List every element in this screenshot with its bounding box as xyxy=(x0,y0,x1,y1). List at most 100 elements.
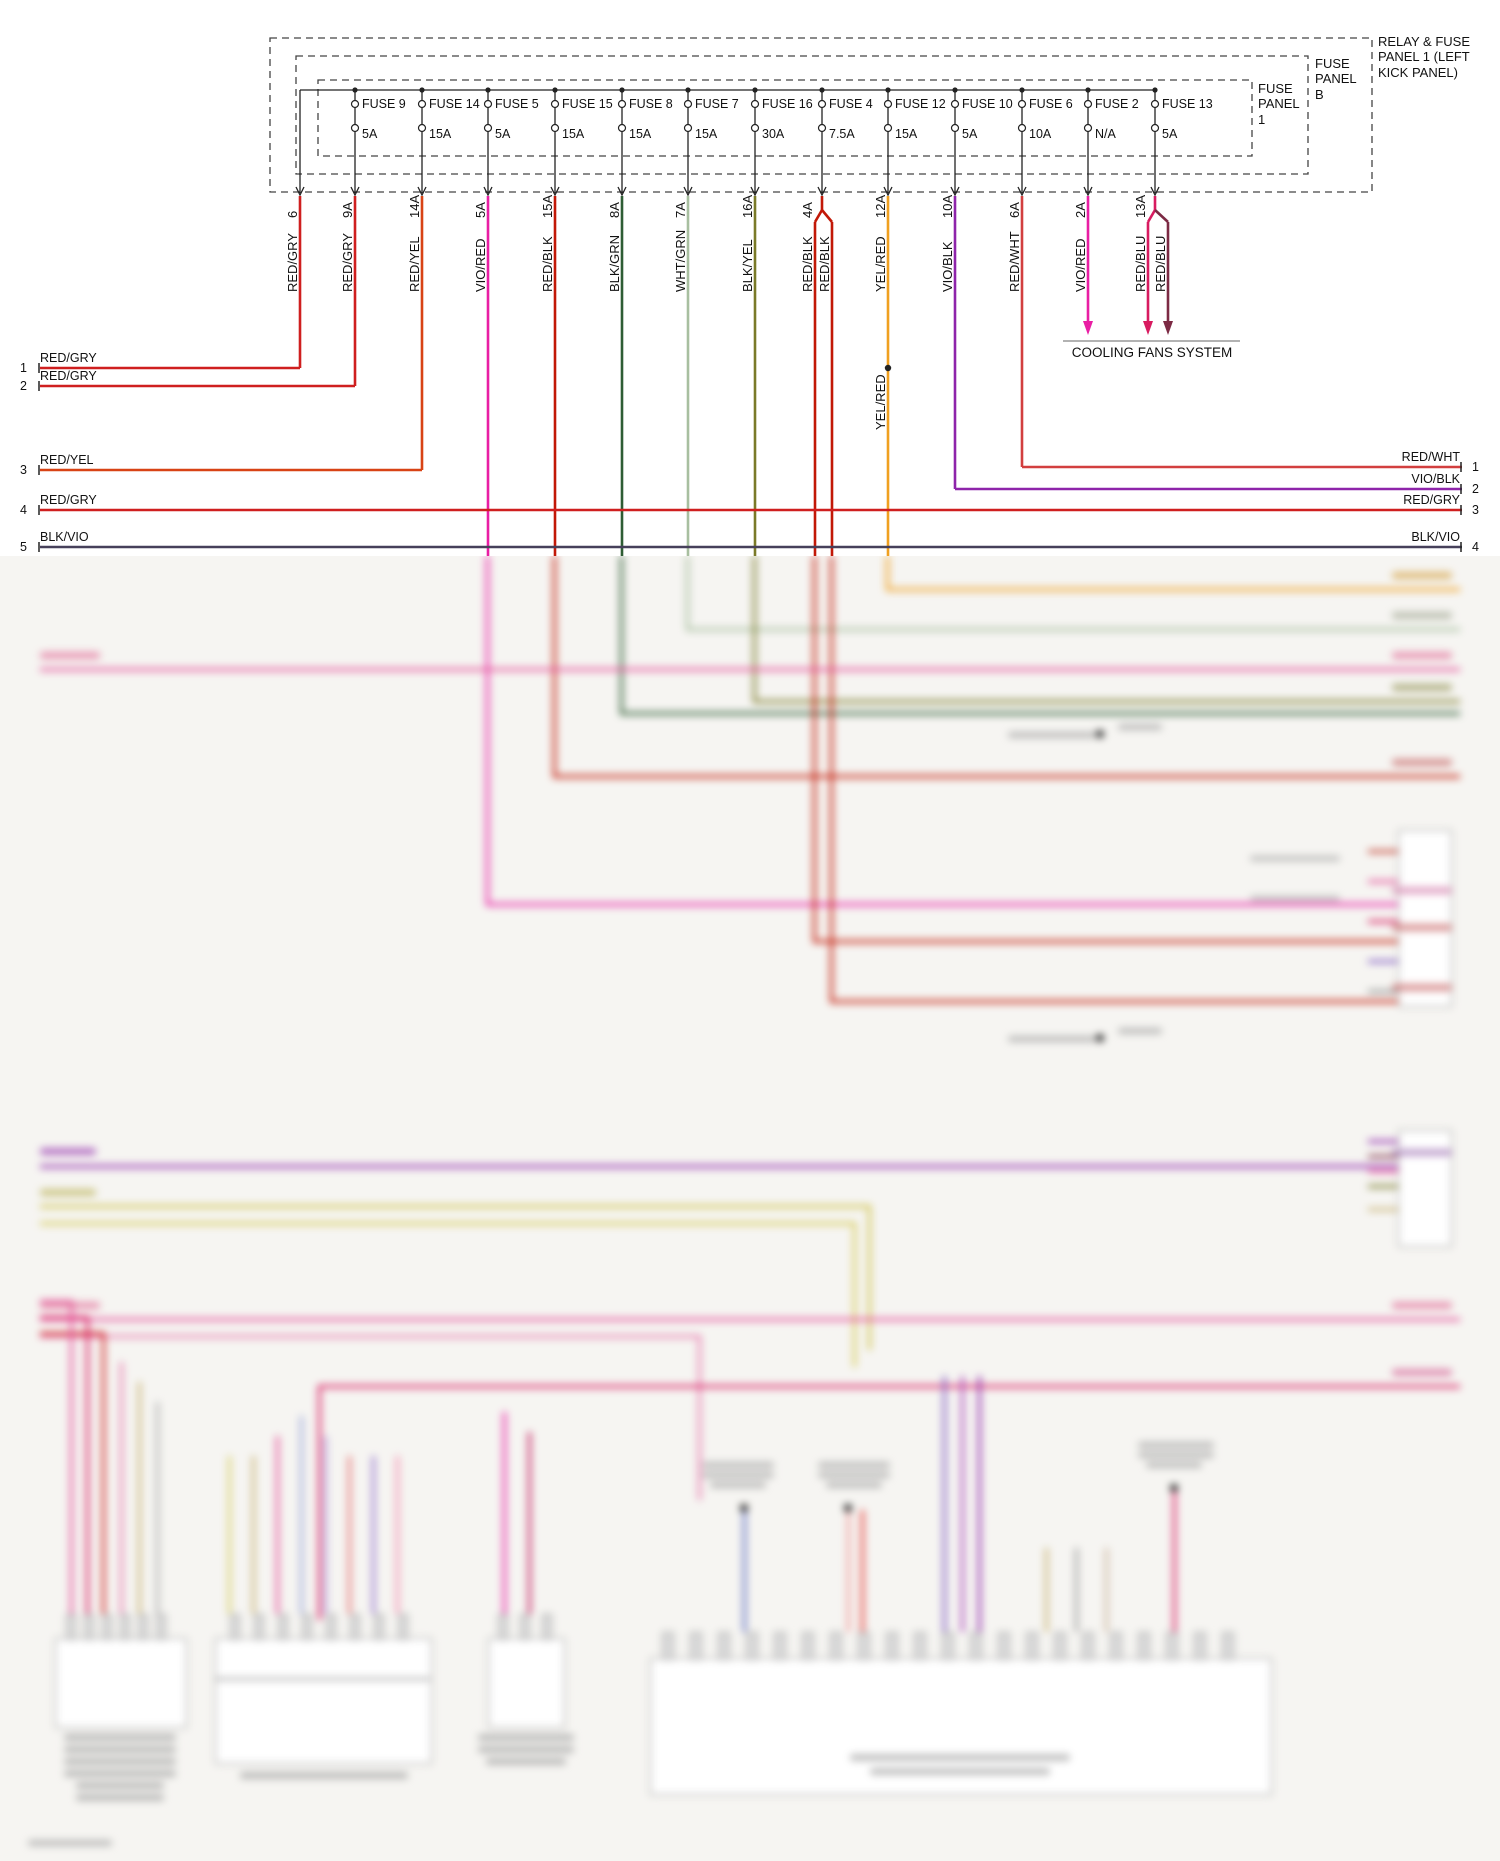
blurred-text xyxy=(64,1758,176,1765)
wire-pin-label: 12A xyxy=(873,195,888,218)
blurred-text xyxy=(40,652,100,659)
right-wire-label: RED/GRY xyxy=(1403,493,1460,507)
blurred-wire xyxy=(886,588,1460,591)
wire-color-label: RED/BLK xyxy=(800,236,815,292)
relay-fuse-panel-1-box xyxy=(269,37,1373,193)
fuse-terminal xyxy=(350,123,360,133)
blurred-connector-pin xyxy=(998,1632,1010,1660)
fuse-amp-rating: 15A xyxy=(895,127,918,141)
fuse-name: FUSE 10 xyxy=(962,97,1013,111)
blurred-junction-dot xyxy=(1170,1484,1178,1492)
blurred-connector-pin xyxy=(858,1632,870,1660)
left-wire-label: BLK/VIO xyxy=(40,530,89,544)
wire-color-label: RED/GRY xyxy=(285,233,300,292)
blurred-connector-pin xyxy=(398,1614,408,1640)
wire-color-label: RED/BLU xyxy=(1133,236,1148,292)
blurred-connector-pin xyxy=(746,1632,758,1660)
blurred-text xyxy=(1392,612,1452,619)
fuse-name: FUSE 15 xyxy=(562,97,613,111)
blurred-text xyxy=(76,1794,164,1801)
blurred-text xyxy=(76,1782,164,1789)
fuse-terminal xyxy=(750,123,760,133)
blurred-connector-pin xyxy=(350,1614,360,1640)
blurred-wire xyxy=(138,1382,141,1614)
wire-color-label: BLK/GRN xyxy=(607,235,622,292)
blurred-wire xyxy=(318,1385,1460,1388)
down-arrow xyxy=(1143,321,1153,335)
exit-arrow xyxy=(750,186,760,197)
fuse-terminal xyxy=(1083,99,1093,109)
fuse-amp-rating: 15A xyxy=(629,127,652,141)
wire-pin-label: 2A xyxy=(1073,202,1088,218)
blurred-connector-pin xyxy=(690,1632,702,1660)
blurred-connector-pin xyxy=(302,1614,312,1640)
wire-color-label: RED/YEL xyxy=(407,236,422,292)
exit-arrow xyxy=(1150,186,1160,197)
wire-color-label: VIO/RED xyxy=(1073,239,1088,292)
fuse-terminal xyxy=(1150,99,1160,109)
wire-color-label: VIO/BLK xyxy=(940,241,955,292)
fuse-terminal xyxy=(1150,123,1160,133)
exit-arrow xyxy=(683,186,693,197)
wire-pin-label: 16A xyxy=(740,195,755,218)
fuse-name: FUSE 7 xyxy=(695,97,739,111)
wire-pin-label: 6A xyxy=(1007,202,1022,218)
wire-color-label: WHT/GRN xyxy=(673,230,688,292)
fuse-amp-rating: 5A xyxy=(1162,127,1178,141)
blurred-wire xyxy=(40,1205,871,1208)
exit-arrow xyxy=(350,186,360,197)
wire-pin-label: 13A xyxy=(1133,195,1148,218)
blurred-text xyxy=(64,1734,176,1741)
blurred-wire xyxy=(120,1362,123,1614)
blurred-text xyxy=(40,1302,100,1309)
blurred-wire xyxy=(1173,1490,1176,1632)
blurred-text xyxy=(1118,1028,1162,1034)
blurred-text xyxy=(64,1746,176,1753)
blurred-wire xyxy=(1368,1140,1398,1143)
blurred-junction-dot xyxy=(844,1504,852,1512)
blurred-wire xyxy=(40,1316,89,1319)
blurred-wire xyxy=(102,1332,105,1614)
blurred-text xyxy=(486,1758,566,1765)
left-wire-label: RED/GRY xyxy=(40,369,97,383)
blurred-wire xyxy=(698,1335,701,1500)
left-wire-label: RED/YEL xyxy=(40,453,94,467)
blurred-wire xyxy=(686,556,689,631)
blurred-wire xyxy=(553,556,556,778)
blurred-wire xyxy=(156,1402,159,1614)
right-pin-number: 4 xyxy=(1472,540,1479,554)
blurred-connector-pin xyxy=(1082,1632,1094,1660)
fuse-terminal xyxy=(883,123,893,133)
left-pin-number: 2 xyxy=(20,379,27,393)
blurred-text xyxy=(1250,856,1340,861)
fuse-terminal xyxy=(550,99,560,109)
blurred-component-box xyxy=(1398,830,1452,1007)
blurred-text xyxy=(478,1746,574,1753)
wire-color-label-mid: YEL/RED xyxy=(873,374,888,430)
blurred-wire xyxy=(553,775,1460,778)
blurred-content xyxy=(0,556,1500,1861)
fuse-terminal xyxy=(483,99,493,109)
fuse-terminal xyxy=(883,99,893,109)
blurred-connector-pin xyxy=(1138,1632,1150,1660)
blurred-text xyxy=(1392,652,1452,659)
exit-arrow xyxy=(1017,186,1027,197)
fuse-terminal xyxy=(417,99,427,109)
blurred-wire xyxy=(396,1456,399,1614)
blurred-wire xyxy=(868,1205,871,1350)
blurred-wire xyxy=(978,1376,981,1632)
wire-color-label: YEL/RED xyxy=(873,236,888,292)
wire-color-label: RED/GRY xyxy=(340,233,355,292)
blurred-text xyxy=(1392,887,1452,894)
blurred-wire xyxy=(886,556,889,591)
blurred-text xyxy=(1392,759,1452,766)
blurred-wire xyxy=(40,1300,73,1303)
wire-pin-label: 4A xyxy=(800,202,815,218)
blurred-connector-pin xyxy=(230,1614,240,1640)
blurred-connector-pin xyxy=(774,1632,786,1660)
blurred-wire xyxy=(318,1385,321,1620)
blurred-text xyxy=(1138,1452,1214,1458)
blurred-wire xyxy=(1105,1548,1108,1632)
fuse-amp-rating: 15A xyxy=(562,127,585,141)
fuse-panel-1-label: FUSE PANEL 1 xyxy=(1258,81,1300,127)
